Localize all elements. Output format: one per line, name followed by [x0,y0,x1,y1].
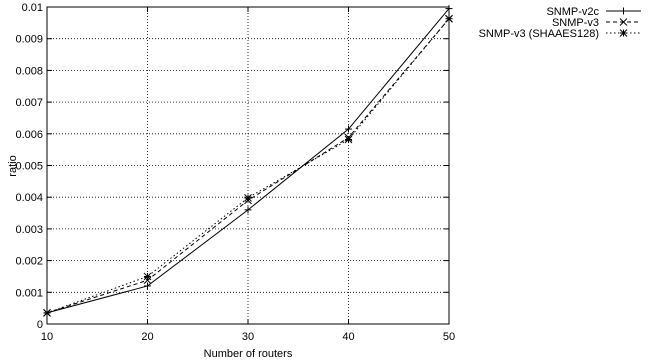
legend-label: SNMP-v3 [552,17,599,29]
y-axis-label: ratio [7,155,19,176]
data-point-snmp-v2c [244,206,252,214]
data-point-snmp-v2c [144,282,151,290]
x-tick-label: 10 [41,331,53,343]
y-tick-label: 0.002 [15,256,43,268]
y-tick-label: 0 [37,319,43,331]
data-point-snmp-v2c [345,125,352,133]
legend-marker-snmp-v2c [620,7,627,15]
y-tick-label: 0.004 [15,192,43,204]
y-tick-label: 0.009 [15,34,43,46]
y-tick-label: 0.003 [15,224,43,236]
x-tick-label: 30 [242,331,254,343]
x-tick-label: 50 [443,331,455,343]
legend-label: SNMP-v2c [546,6,599,18]
y-tick-label: 0.01 [22,2,43,14]
x-tick-label: 40 [342,331,354,343]
data-point-snmp-v3-shaaes128 [143,272,152,281]
y-tick-labels: 0 0.001 0.002 0.003 0.004 0.005 0.006 0.007 0.00… [15,2,43,331]
legend-label: SNMP-v3 (SHAAES128) [479,28,599,40]
y-tick-label: 0.008 [15,65,43,77]
y-tick-label: 0.006 [15,129,43,141]
tick-marks [46,6,450,325]
y-tick-label: 0.001 [15,287,43,299]
x-axis-label: Number of routers [204,348,293,360]
data-point-snmp-v3-shaaes128 [244,193,252,202]
data-point-snmp-v3 [143,276,152,285]
legend-marker-snmp-v3 [619,18,628,26]
legend-marker-snmp-v3-shaaes128 [619,29,628,37]
y-tick-label: 0.007 [15,97,43,109]
x-tick-label: 20 [141,331,153,343]
data-point-snmp-v3-shaaes128 [344,135,353,144]
series-layer [43,5,453,317]
x-tick-labels: 10 20 30 40 50 [41,331,455,343]
grid-lines [47,7,449,324]
y-tick-label: 0.005 [15,161,43,173]
